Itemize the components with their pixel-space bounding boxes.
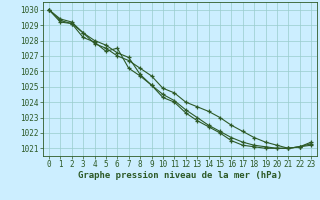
X-axis label: Graphe pression niveau de la mer (hPa): Graphe pression niveau de la mer (hPa) <box>78 171 282 180</box>
